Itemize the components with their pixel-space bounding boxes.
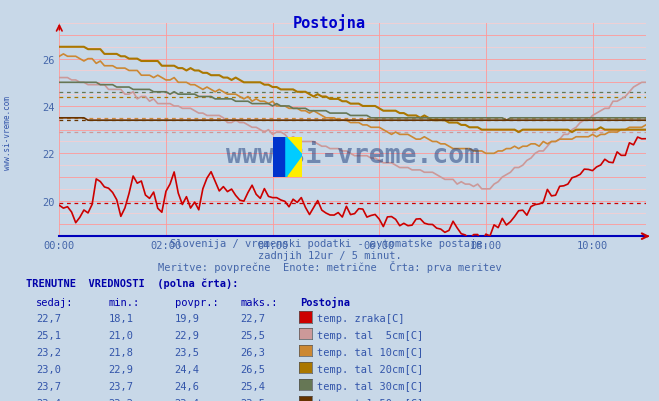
Text: 23,5: 23,5 xyxy=(175,347,200,357)
Text: 23,2: 23,2 xyxy=(109,398,134,401)
Text: 23,4: 23,4 xyxy=(36,398,61,401)
Text: 22,9: 22,9 xyxy=(109,364,134,374)
Text: 24,6: 24,6 xyxy=(175,381,200,391)
Text: maks.:: maks.: xyxy=(241,297,278,307)
Text: 23,0: 23,0 xyxy=(36,364,61,374)
Text: povpr.:: povpr.: xyxy=(175,297,218,307)
Text: 19,9: 19,9 xyxy=(175,314,200,324)
Text: Meritve: povprečne  Enote: metrične  Črta: prva meritev: Meritve: povprečne Enote: metrične Črta:… xyxy=(158,261,501,273)
Text: 23,5: 23,5 xyxy=(241,398,266,401)
Text: TRENUTNE  VREDNOSTI  (polna črta):: TRENUTNE VREDNOSTI (polna črta): xyxy=(26,278,239,289)
Text: temp. tal  5cm[C]: temp. tal 5cm[C] xyxy=(317,330,423,340)
Text: 23,7: 23,7 xyxy=(109,381,134,391)
Text: temp. tal 10cm[C]: temp. tal 10cm[C] xyxy=(317,347,423,357)
Bar xyxy=(286,138,302,178)
Text: 26,3: 26,3 xyxy=(241,347,266,357)
Bar xyxy=(273,138,286,178)
Text: Slovenija / vremenski podatki - avtomatske postaje.: Slovenija / vremenski podatki - avtomats… xyxy=(170,239,489,249)
Text: temp. zraka[C]: temp. zraka[C] xyxy=(317,314,405,324)
Text: 22,7: 22,7 xyxy=(36,314,61,324)
Text: 23,7: 23,7 xyxy=(36,381,61,391)
Text: 23,2: 23,2 xyxy=(36,347,61,357)
Text: 26,5: 26,5 xyxy=(241,364,266,374)
Text: 21,8: 21,8 xyxy=(109,347,134,357)
Text: 24,4: 24,4 xyxy=(175,364,200,374)
Text: 25,5: 25,5 xyxy=(241,330,266,340)
Text: temp. tal 30cm[C]: temp. tal 30cm[C] xyxy=(317,381,423,391)
Text: Postojna: Postojna xyxy=(293,14,366,31)
Text: 23,4: 23,4 xyxy=(175,398,200,401)
Text: 21,0: 21,0 xyxy=(109,330,134,340)
Text: 25,1: 25,1 xyxy=(36,330,61,340)
Text: www.si-vreme.com: www.si-vreme.com xyxy=(3,95,13,169)
Text: 18,1: 18,1 xyxy=(109,314,134,324)
Text: min.:: min.: xyxy=(109,297,140,307)
Polygon shape xyxy=(286,138,302,178)
Text: 25,4: 25,4 xyxy=(241,381,266,391)
Text: temp. tal 20cm[C]: temp. tal 20cm[C] xyxy=(317,364,423,374)
Text: Postojna: Postojna xyxy=(300,296,350,307)
Text: zadnjih 12ur / 5 minut.: zadnjih 12ur / 5 minut. xyxy=(258,251,401,261)
Text: sedaj:: sedaj: xyxy=(36,297,74,307)
Text: 22,9: 22,9 xyxy=(175,330,200,340)
Text: www.si-vreme.com: www.si-vreme.com xyxy=(225,143,480,169)
Text: 22,7: 22,7 xyxy=(241,314,266,324)
Text: temp. tal 50cm[C]: temp. tal 50cm[C] xyxy=(317,398,423,401)
